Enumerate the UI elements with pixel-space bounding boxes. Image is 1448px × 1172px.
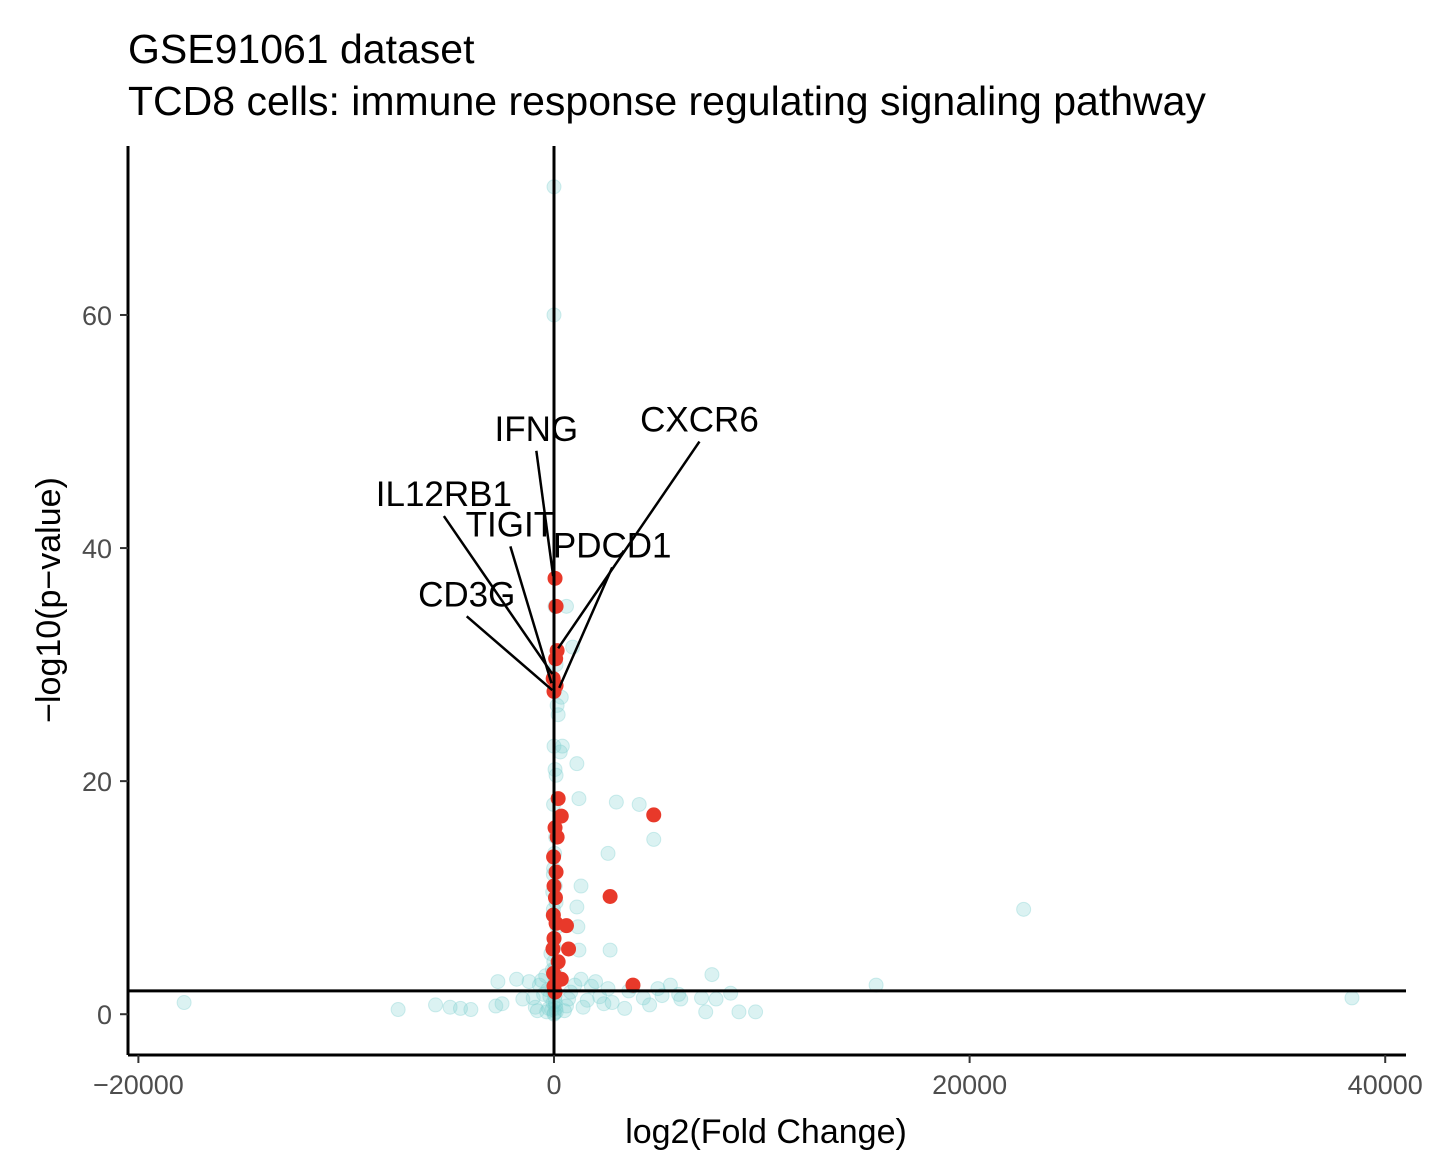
background-point — [602, 942, 618, 958]
background-point — [573, 878, 589, 894]
background-point — [554, 738, 570, 754]
background-point — [509, 971, 525, 987]
chart-subtitle: TCD8 cells: immune response regulating s… — [128, 78, 1206, 124]
background-point — [631, 796, 647, 812]
background-point — [596, 996, 612, 1012]
x-tick-label: 0 — [546, 1070, 561, 1100]
background-point — [600, 845, 616, 861]
background-point — [390, 1002, 406, 1018]
label-leader-line — [465, 615, 554, 692]
gene-label: CXCR6 — [640, 401, 759, 440]
axes: −20000 0 20000 40000 0 20 40 60 — [82, 146, 1423, 1100]
background-point — [588, 974, 604, 990]
background-point — [569, 756, 585, 772]
gene-label: CD3G — [418, 575, 515, 614]
background-point — [571, 791, 587, 807]
highlighted-point — [625, 977, 641, 993]
background-point — [452, 1000, 468, 1016]
background-point — [723, 985, 739, 1001]
background-point — [527, 999, 543, 1015]
y-tick-label: 20 — [82, 767, 112, 797]
background-point — [548, 767, 564, 783]
y-tick-label: 40 — [82, 534, 112, 564]
y-tick-label: 60 — [82, 301, 112, 331]
background-point — [534, 972, 550, 988]
label-leader-line — [558, 566, 614, 689]
background-point — [529, 1003, 545, 1019]
x-tick-label: 40000 — [1348, 1070, 1423, 1100]
background-point — [673, 991, 689, 1007]
background-point — [617, 1000, 633, 1016]
background-point — [428, 997, 444, 1013]
background-point — [548, 1000, 564, 1016]
background-point — [494, 996, 510, 1012]
background-point — [1344, 990, 1360, 1006]
background-point — [569, 899, 585, 915]
background-point — [642, 997, 658, 1013]
label-leader-line — [442, 515, 554, 675]
highlighted-point — [646, 807, 662, 823]
background-point — [488, 998, 504, 1014]
y-axis-title: −log10(p−value) — [30, 477, 68, 723]
background-point — [558, 998, 574, 1014]
background-point — [604, 995, 620, 1011]
background-point — [463, 1002, 479, 1018]
chart-title: GSE91061 dataset — [128, 26, 475, 72]
background-point — [442, 999, 458, 1015]
highlighted-point — [561, 941, 577, 957]
background-point — [698, 1004, 714, 1020]
highlighted-point — [602, 889, 618, 905]
reference-lines — [128, 146, 1406, 1055]
background-points — [176, 179, 1360, 1022]
gene-label: PDCD1 — [553, 526, 672, 565]
gene-label: TIGIT — [466, 505, 555, 544]
background-point — [600, 981, 616, 997]
background-point — [1016, 901, 1032, 917]
background-point — [748, 1004, 764, 1020]
background-point — [556, 1003, 572, 1019]
background-point — [731, 1004, 747, 1020]
x-tick-label: 20000 — [932, 1070, 1007, 1100]
background-point — [646, 831, 662, 847]
background-point — [176, 995, 192, 1011]
background-point — [521, 974, 537, 990]
y-tick-label: 0 — [97, 1000, 112, 1030]
gene-label: IFNG — [495, 410, 579, 449]
background-point — [573, 971, 589, 987]
background-point — [704, 967, 720, 983]
label-leader-line — [509, 546, 553, 684]
highlighted-points — [545, 570, 662, 1000]
background-point — [694, 990, 710, 1006]
background-point — [575, 999, 591, 1015]
background-point — [490, 974, 506, 990]
gene-label: IL12RB1 — [376, 475, 512, 514]
highlighted-point — [548, 864, 564, 880]
highlighted-point — [548, 651, 564, 667]
label-leader-line — [557, 440, 701, 649]
highlighted-point — [549, 829, 565, 845]
background-point — [608, 794, 624, 810]
highlighted-point — [548, 598, 564, 614]
background-point — [708, 991, 724, 1007]
background-point — [541, 1000, 557, 1016]
highlighted-point — [558, 918, 574, 934]
x-tick-label: −20000 — [93, 1070, 184, 1100]
highlighted-point — [553, 808, 569, 824]
background-point — [579, 992, 595, 1008]
x-axis-title: log2(Fold Change) — [625, 1113, 907, 1151]
label-leader-line — [535, 450, 555, 577]
